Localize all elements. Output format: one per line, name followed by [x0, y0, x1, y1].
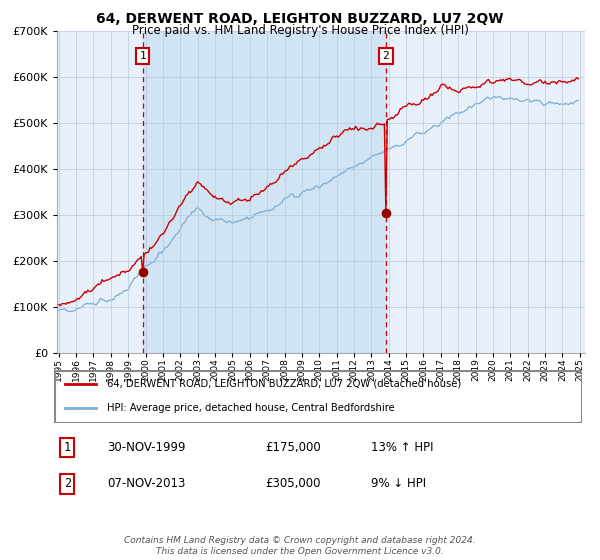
- Bar: [143, 31, 386, 353]
- Text: 30-NOV-1999: 30-NOV-1999: [107, 441, 185, 454]
- Text: 07-NOV-2013: 07-NOV-2013: [107, 478, 185, 491]
- Text: 64, DERWENT ROAD, LEIGHTON BUZZARD, LU7 2QW (detached house): 64, DERWENT ROAD, LEIGHTON BUZZARD, LU7 …: [107, 379, 461, 389]
- Text: 13% ↑ HPI: 13% ↑ HPI: [371, 441, 433, 454]
- Text: £305,000: £305,000: [265, 478, 321, 491]
- Text: £175,000: £175,000: [265, 441, 321, 454]
- Text: Contains HM Land Registry data © Crown copyright and database right 2024.
This d: Contains HM Land Registry data © Crown c…: [124, 536, 476, 556]
- Text: HPI: Average price, detached house, Central Bedfordshire: HPI: Average price, detached house, Cent…: [107, 403, 395, 413]
- Text: 2: 2: [64, 478, 71, 491]
- Text: Price paid vs. HM Land Registry's House Price Index (HPI): Price paid vs. HM Land Registry's House …: [131, 24, 469, 37]
- Text: 2: 2: [382, 51, 389, 61]
- Text: 1: 1: [64, 441, 71, 454]
- Text: 64, DERWENT ROAD, LEIGHTON BUZZARD, LU7 2QW: 64, DERWENT ROAD, LEIGHTON BUZZARD, LU7 …: [96, 12, 504, 26]
- Text: 1: 1: [139, 51, 146, 61]
- Text: 9% ↓ HPI: 9% ↓ HPI: [371, 478, 426, 491]
